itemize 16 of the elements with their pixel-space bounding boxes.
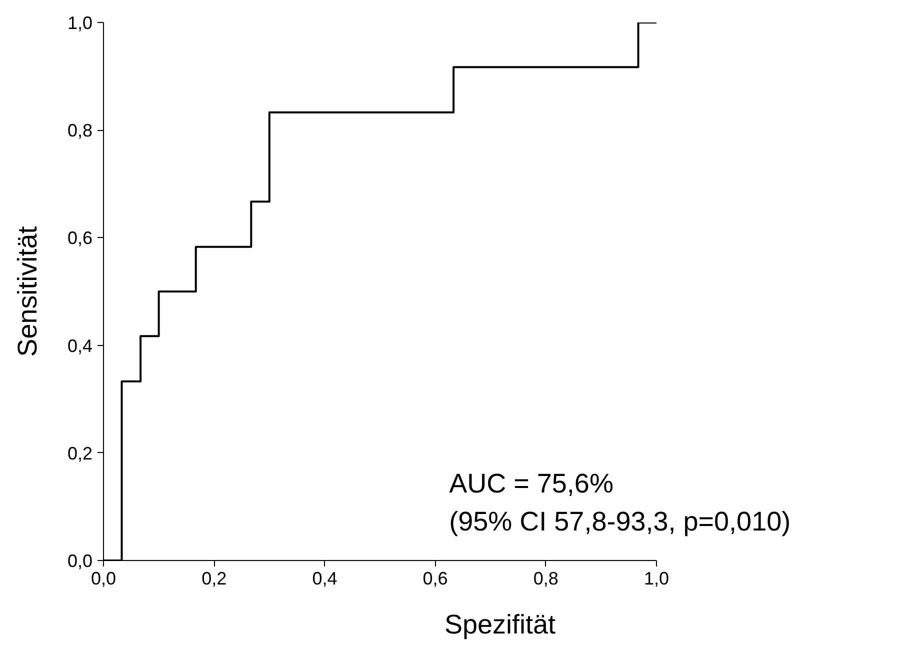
x-tick-label: 0,8 <box>533 568 558 588</box>
x-tick-label: 0,0 <box>90 568 116 588</box>
annotation: (95% CI 57,8-93,3, p=0,010) <box>449 506 791 536</box>
x-tick-label: 0,6 <box>422 568 448 588</box>
annotation: AUC = 75,6% <box>449 468 614 499</box>
x-tick-label: 0,2 <box>202 568 227 588</box>
x-tick-label: 1,0 <box>644 568 670 588</box>
y-tick-label: 0,2 <box>67 443 93 464</box>
y-tick-label: 0,0 <box>67 551 93 571</box>
y-tick-label: 0,6 <box>67 228 93 248</box>
x-tick-label: 0,4 <box>312 568 338 588</box>
y-tick-label: 0,8 <box>67 120 93 141</box>
y-tick-label: 1,0 <box>67 13 93 33</box>
y-axis-title: Sensitivität <box>12 226 42 357</box>
y-tick-label: 0,4 <box>67 336 93 356</box>
x-axis-title: Spezifität <box>444 610 556 640</box>
